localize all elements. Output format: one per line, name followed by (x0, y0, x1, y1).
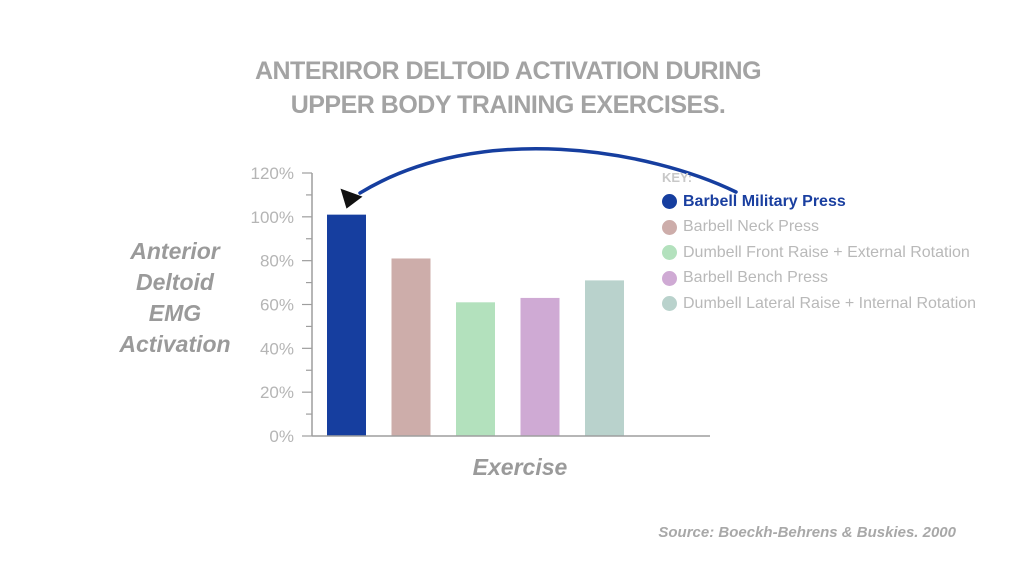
bar-1 (327, 214, 366, 436)
source-note: Source: Boeckh-Behrens & Buskies. 2000 (658, 524, 956, 541)
y-tick-label: 120% (251, 164, 294, 183)
legend-label: Dumbell Lateral Raise + Internal Rotatio… (683, 294, 977, 312)
legend-item-dumbell-lateral-raise: Dumbell Lateral Raise + Internal Rotatio… (662, 291, 976, 317)
y-tick-label: 0% (269, 427, 294, 446)
arrowhead (340, 188, 363, 209)
y-axis-label-line-4: Activation (119, 331, 231, 357)
bar-2 (391, 258, 431, 436)
legend-swatch (662, 219, 677, 235)
y-axis-label-line-3: EMG (148, 300, 202, 326)
x-axis-label: Exercise (472, 454, 568, 480)
highlight-arrow (358, 146, 738, 195)
legend-label: Barbell Neck Press (683, 218, 820, 236)
bar-4 (520, 297, 560, 436)
legend-item-barbell-bench-press: Barbell Bench Press (662, 266, 976, 292)
legend-swatch (662, 245, 677, 261)
legend-label: Dumbell Front Raise + External Rotation (683, 243, 970, 261)
legend-title: KEY: (662, 170, 693, 185)
legend-item-barbell-military-press: Barbell Military Press (662, 189, 976, 215)
legend-item-barbell-neck-press: Barbell Neck Press (662, 215, 976, 241)
chart-title-line-2: UPPER BODY TRAINING EXERCISES. (290, 91, 726, 119)
y-tick-label: 20% (260, 383, 294, 402)
legend-label: Barbell Military Press (683, 192, 846, 210)
legend-swatch (662, 194, 677, 210)
legend-item-dumbell-front-raise: Dumbell Front Raise + External Rotation (662, 240, 976, 266)
y-axis-label-line-2: Deltoid (136, 269, 214, 295)
y-axis-label-line-1: Anterior (130, 238, 220, 264)
legend: KEY: Barbell Military Press Barbell Neck… (662, 170, 976, 317)
y-tick-label: 40% (260, 339, 294, 358)
bar-5 (585, 280, 624, 436)
y-tick-label: 100% (251, 208, 294, 227)
legend-label: Barbell Bench Press (683, 269, 828, 287)
bar-3 (456, 302, 495, 436)
chart-title: ANTERIROR DELTOID ACTIVATION DURING UPPE… (200, 54, 816, 122)
y-tick-label: 80% (260, 252, 294, 271)
legend-swatch (662, 270, 677, 286)
y-tick-label: 60% (260, 296, 294, 315)
y-axis-label: Anterior Deltoid EMG Activation (100, 236, 250, 360)
chart-title-line-1: ANTERIROR DELTOID ACTIVATION DURING (254, 57, 762, 85)
legend-swatch (662, 296, 677, 312)
